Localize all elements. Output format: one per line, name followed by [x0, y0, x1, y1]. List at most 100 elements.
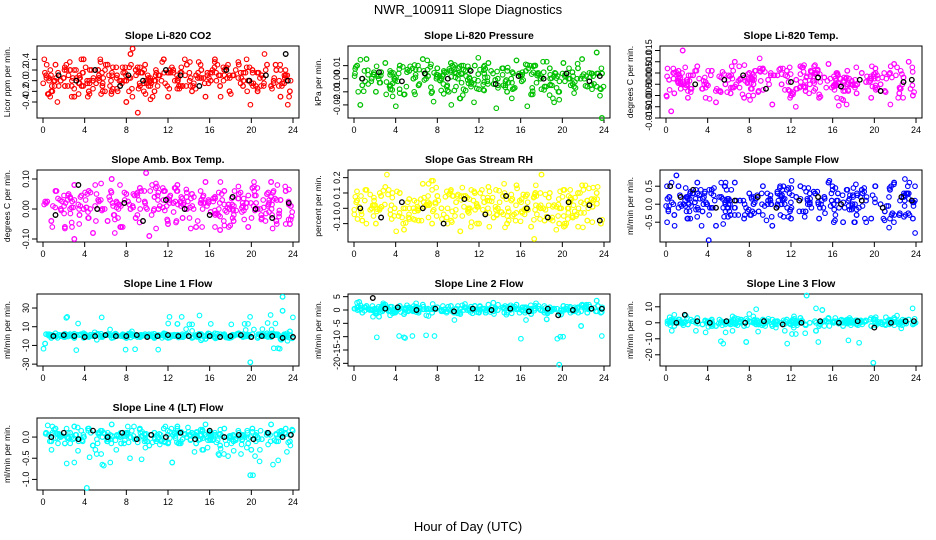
data-point	[183, 61, 190, 68]
data-point	[241, 216, 248, 223]
data-point	[371, 197, 377, 204]
reference-point	[359, 75, 366, 82]
y-axis-label: percent per min.	[313, 175, 323, 236]
data-point	[193, 332, 200, 339]
data-point	[193, 72, 200, 79]
reference-point	[681, 311, 688, 318]
y-tick-label: 0.2	[21, 64, 31, 77]
data-point	[743, 339, 750, 345]
data-point	[537, 75, 544, 82]
data-point	[279, 293, 286, 300]
data-point	[141, 188, 148, 194]
data-point	[872, 199, 878, 206]
data-point	[900, 318, 907, 325]
x-tick-label: 20	[869, 125, 879, 135]
data-point	[856, 339, 862, 346]
reference-point	[721, 76, 728, 83]
reference-point	[92, 67, 99, 73]
data-point	[701, 74, 708, 81]
data-point	[840, 323, 847, 329]
x-tick-label: 4	[705, 249, 710, 259]
data-point	[750, 92, 757, 99]
x-tick-label: 24	[599, 249, 609, 259]
data-point	[509, 196, 516, 203]
data-point	[241, 321, 248, 327]
data-point	[82, 197, 89, 203]
y-tick-label: 0.000	[644, 73, 654, 96]
reference-point	[900, 79, 907, 85]
data-point	[173, 219, 179, 226]
data-point	[866, 79, 872, 85]
data-point	[433, 184, 440, 191]
data-point	[363, 303, 370, 309]
data-point	[198, 67, 205, 73]
data-point	[722, 179, 729, 186]
data-point	[887, 70, 893, 76]
x-tick-label: 8	[124, 249, 129, 259]
data-point	[476, 86, 482, 93]
data-point	[147, 188, 154, 194]
reference-point	[586, 202, 593, 209]
data-point	[821, 74, 828, 81]
data-point	[154, 183, 160, 190]
x-tick-label: 24	[911, 249, 921, 259]
data-point	[575, 205, 582, 212]
data-point	[433, 73, 440, 80]
data-point	[796, 208, 803, 215]
data-point	[571, 90, 577, 96]
data-point	[813, 305, 819, 312]
data-point	[721, 71, 727, 77]
data-point	[201, 200, 208, 206]
data-point	[142, 200, 149, 206]
data-point	[402, 205, 409, 212]
data-point	[247, 101, 254, 108]
data-point	[99, 434, 106, 441]
data-point	[532, 206, 538, 213]
data-point	[447, 186, 454, 193]
data-point	[170, 67, 177, 73]
data-point	[571, 208, 578, 215]
data-point	[537, 216, 543, 222]
data-point	[671, 222, 678, 229]
data-point	[235, 191, 242, 197]
data-point	[406, 196, 413, 203]
data-point	[538, 171, 545, 178]
data-point	[244, 200, 250, 206]
data-point	[834, 190, 841, 197]
data-point	[802, 208, 809, 215]
data-point	[222, 437, 229, 444]
data-point	[217, 331, 224, 338]
data-point	[872, 183, 879, 190]
data-point	[286, 438, 293, 445]
data-point	[569, 81, 576, 87]
data-point	[421, 77, 428, 83]
x-tick-label: 20	[246, 125, 256, 135]
data-point	[528, 71, 535, 77]
data-point	[396, 210, 403, 216]
data-point	[680, 81, 687, 88]
data-point	[560, 333, 566, 340]
data-point	[870, 359, 877, 366]
data-point	[108, 88, 115, 95]
data-point	[238, 451, 244, 457]
x-tick-label: 4	[82, 373, 87, 383]
data-point	[830, 219, 837, 226]
data-point	[90, 230, 96, 236]
data-point	[755, 321, 762, 328]
data-point	[153, 67, 159, 73]
data-point	[391, 205, 398, 212]
data-point	[156, 441, 163, 448]
data-point	[244, 427, 251, 434]
data-point	[73, 67, 79, 73]
data-point	[123, 72, 129, 79]
data-point	[699, 195, 706, 202]
reference-point	[461, 196, 468, 203]
data-point	[693, 327, 699, 334]
data-point	[755, 208, 762, 215]
x-tick-label: 4	[393, 373, 398, 383]
reference-point	[250, 436, 257, 443]
data-point	[43, 72, 50, 79]
data-point	[859, 203, 866, 209]
